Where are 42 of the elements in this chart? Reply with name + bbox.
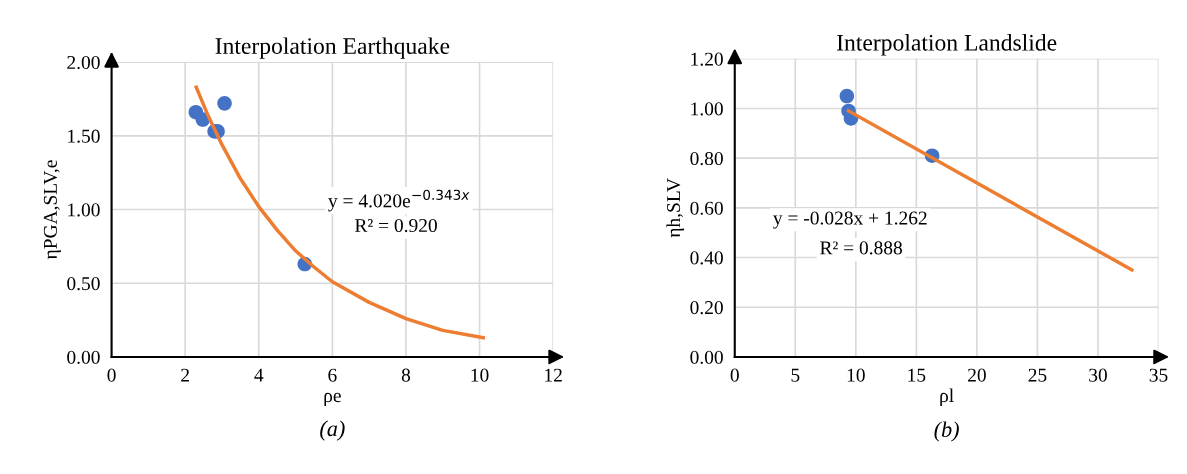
x-tick-label: 4 — [254, 368, 264, 382]
x-tick-label: 0 — [107, 368, 116, 382]
x-tick-label: 30 — [1089, 368, 1107, 382]
annotation: R² = 0.920 — [355, 218, 437, 233]
x-tick-label: 0 — [730, 368, 739, 382]
y-tick-label: 1.00 — [691, 102, 723, 116]
chart-title: Interpolation Earthquake — [215, 37, 450, 59]
x-tick-label: 10 — [847, 368, 865, 382]
y-tick-label: 0.60 — [690, 201, 723, 215]
line-series — [194, 85, 485, 340]
x-axis-title: ρe — [324, 392, 341, 407]
x-tick-label: 35 — [1149, 368, 1168, 382]
x-tick-label: 8 — [401, 368, 411, 382]
chart-title: Interpolation Landslide — [837, 34, 1057, 56]
y-axis-title: ηh,SLV — [666, 178, 685, 238]
x-tick-label: 2 — [181, 368, 189, 382]
y-tick-label: 0.20 — [690, 301, 723, 315]
annotation: y = 4.020e$^{−0.343x}$ — [328, 189, 470, 212]
x-tick-label: 15 — [908, 368, 926, 382]
y-tick-label: 2.00 — [67, 55, 100, 70]
annotation: y = -0.028x + 1.262 — [773, 211, 927, 229]
y-tick-label: 1.50 — [68, 129, 100, 143]
x-tick-label: 6 — [328, 368, 337, 382]
y-tick-label: 0.50 — [67, 277, 100, 291]
y-axis-title: ηPGA,SLV,e — [43, 160, 61, 260]
x-tick-label: 12 — [545, 368, 562, 382]
x-tick-label: 10 — [471, 368, 489, 382]
point — [217, 96, 232, 111]
y-tick-label: 0.00 — [690, 350, 723, 364]
y-tick-label: 1.20 — [691, 52, 723, 66]
point — [839, 88, 855, 104]
text: (b) — [934, 421, 959, 442]
x-tick-label: 25 — [1028, 368, 1047, 382]
annotation: R² = 0.888 — [820, 241, 902, 255]
x-tick-label: 5 — [791, 368, 800, 382]
text: (a) — [320, 420, 345, 441]
y-tick-label: 0.80 — [690, 151, 723, 166]
y-tick-label: 1.00 — [68, 203, 100, 217]
y-tick-label: 0.40 — [690, 251, 723, 265]
x-tick-label: 20 — [968, 368, 986, 382]
x-axis-title: ρl — [940, 388, 954, 407]
y-tick-label: 0.00 — [67, 350, 100, 364]
